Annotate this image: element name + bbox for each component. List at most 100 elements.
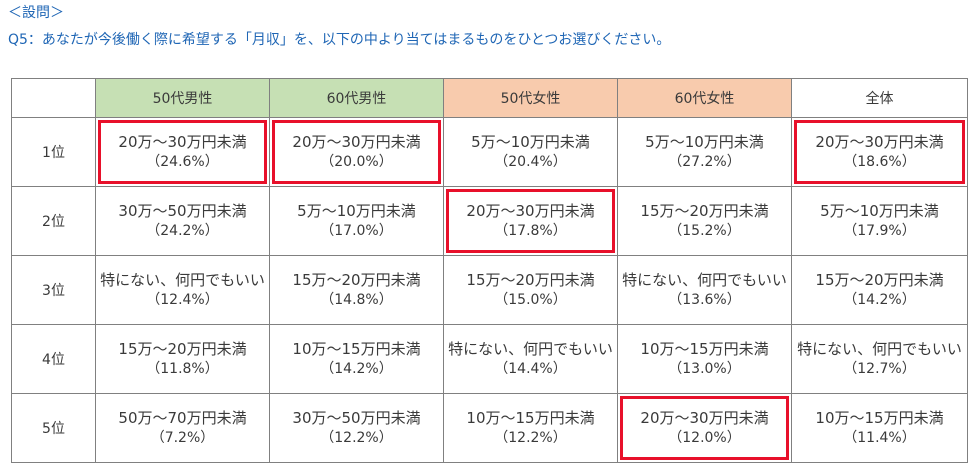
percentage-text: （12.4%）	[146, 292, 219, 308]
table-cell: 20万～30万円未満 （18.6%）	[791, 117, 968, 187]
table-cell: 15万～20万円未満 （15.2%）	[617, 186, 792, 256]
answer-text: 10万～15万円未満	[292, 340, 421, 358]
table-cell: 15万～20万円未満 （11.8%）	[95, 324, 270, 394]
answer-text: 5万～10万円未満	[297, 202, 416, 220]
highlight-box	[272, 120, 441, 184]
cell-content: 20万～30万円未満 （17.8%）	[444, 201, 617, 241]
percentage-text: （11.4%）	[843, 430, 916, 446]
answer-text: 特にない、何円でもいい	[797, 340, 962, 358]
table-cell: 特にない、何円でもいい （12.7%）	[791, 324, 968, 394]
answer-text: 30万～50万円未満	[118, 202, 247, 220]
answer-text: 特にない、何円でもいい	[448, 340, 613, 358]
cell-content: 15万～20万円未満 （15.2%）	[618, 201, 791, 241]
cell-content: 5万～10万円未満 （27.2%）	[618, 132, 791, 172]
rank-label: 3位	[11, 255, 96, 325]
table-cell: 15万～20万円未満 （15.0%）	[443, 255, 618, 325]
table-row: 3位 特にない、何円でもいい （12.4%） 15万～20万円未満 （14.8%） 15万…	[11, 255, 968, 325]
cell-content: 15万～20万円未満 （11.8%）	[96, 339, 269, 379]
cell-content: 15万～20万円未満 （15.0%）	[444, 270, 617, 310]
table-cell: 10万～15万円未満 （11.4%）	[791, 393, 968, 463]
percentage-text: （14.2%）	[320, 361, 393, 377]
table-cell: 30万～50万円未満 （24.2%）	[95, 186, 270, 256]
percentage-text: （15.0%）	[494, 292, 567, 308]
cell-content: 20万～30万円未満 （18.6%）	[792, 132, 967, 172]
answer-text: 15万～20万円未満	[118, 340, 247, 358]
percentage-text: （14.4%）	[494, 361, 567, 377]
section-label: ＜設問＞	[8, 5, 64, 21]
answer-text: 15万～20万円未満	[815, 271, 944, 289]
column-header-overall: 全体	[791, 78, 968, 118]
cell-content: 特にない、何円でもいい （12.7%）	[792, 339, 967, 379]
table-cell: 30万～50万円未満 （12.2%）	[269, 393, 444, 463]
percentage-text: （15.2%）	[668, 223, 741, 239]
answer-text: 15万～20万円未満	[466, 271, 595, 289]
answer-text: 10万～15万円未満	[466, 409, 595, 427]
table-cell: 5万～10万円未満 （20.4%）	[443, 117, 618, 187]
table-cell: 10万～15万円未満 （13.0%）	[617, 324, 792, 394]
table-cell: 20万～30万円未満 （12.0%）	[617, 393, 792, 463]
percentage-text: （24.2%）	[146, 223, 219, 239]
answer-text: 20万～30万円未満	[292, 133, 421, 151]
rank-label: 4位	[11, 324, 96, 394]
percentage-text: （14.8%）	[320, 292, 393, 308]
table-row: 1位 20万～30万円未満 （24.6%） 20万～30万円未満 （20.0%） 5万～1…	[11, 117, 968, 187]
percentage-text: （13.6%）	[668, 292, 741, 308]
percentage-text: （12.0%）	[668, 430, 741, 446]
cell-content: 5万～10万円未満 （17.0%）	[270, 201, 443, 241]
table-row: 2位 30万～50万円未満 （24.2%） 5万～10万円未満 （17.0%） 20万～3…	[11, 186, 968, 256]
table-cell: 20万～30万円未満 （24.6%）	[95, 117, 270, 187]
highlight-box	[620, 396, 789, 460]
percentage-text: （17.0%）	[320, 223, 393, 239]
column-header-50s-male: 50代男性	[95, 78, 270, 118]
table-cell: 特にない、何円でもいい （13.6%）	[617, 255, 792, 325]
percentage-text: （27.2%）	[668, 154, 741, 170]
cell-content: 5万～10万円未満 （20.4%）	[444, 132, 617, 172]
percentage-text: （18.6%）	[843, 154, 916, 170]
answer-text: 10万～15万円未満	[815, 409, 944, 427]
cell-content: 30万～50万円未満 （12.2%）	[270, 408, 443, 448]
cell-content: 10万～15万円未満 （12.2%）	[444, 408, 617, 448]
table-cell: 5万～10万円未満 （17.9%）	[791, 186, 968, 256]
column-header-60s-male: 60代男性	[269, 78, 444, 118]
question-text: Q5：あなたが今後働く際に希望する「月収」を、以下の中より当てはまるものをひとつ…	[8, 32, 671, 48]
percentage-text: （12.7%）	[843, 361, 916, 377]
table-cell: 20万～30万円未満 （17.8%）	[443, 186, 618, 256]
cell-content: 15万～20万円未満 （14.8%）	[270, 270, 443, 310]
rank-label: 5位	[11, 393, 96, 463]
cell-content: 20万～30万円未満 （20.0%）	[270, 132, 443, 172]
percentage-text: （12.2%）	[320, 430, 393, 446]
table-cell: 15万～20万円未満 （14.2%）	[791, 255, 968, 325]
answer-text: 15万～20万円未満	[640, 202, 769, 220]
highlight-box	[446, 189, 615, 253]
table-cell: 20万～30万円未満 （20.0%）	[269, 117, 444, 187]
table-cell: 10万～15万円未満 （14.2%）	[269, 324, 444, 394]
table-header-row: 50代男性 60代男性 50代女性 60代女性 全体	[11, 78, 968, 118]
table-cell: 50万～70万円未満 （7.2%）	[95, 393, 270, 463]
answer-text: 20万～30万円未満	[466, 202, 595, 220]
column-header-60s-female: 60代女性	[617, 78, 792, 118]
table-cell: 10万～15万円未満 （12.2%）	[443, 393, 618, 463]
percentage-text: （12.2%）	[494, 430, 567, 446]
table-cell: 5万～10万円未満 （27.2%）	[617, 117, 792, 187]
answer-text: 50万～70万円未満	[118, 409, 247, 427]
cell-content: 30万～50万円未満 （24.2%）	[96, 201, 269, 241]
answer-text: 20万～30万円未満	[815, 133, 944, 151]
answer-text: 30万～50万円未満	[292, 409, 421, 427]
table-row: 4位 15万～20万円未満 （11.8%） 10万～15万円未満 （14.2%） 特にない…	[11, 324, 968, 394]
cell-content: 50万～70万円未満 （7.2%）	[96, 408, 269, 448]
ranking-table: 50代男性 60代男性 50代女性 60代女性 全体 1位 20万～30万円未満 （…	[11, 78, 968, 463]
cell-content: 20万～30万円未満 （12.0%）	[618, 408, 791, 448]
answer-text: 5万～10万円未満	[471, 133, 590, 151]
cell-content: 15万～20万円未満 （14.2%）	[792, 270, 967, 310]
answer-text: 15万～20万円未満	[292, 271, 421, 289]
table-cell: 15万～20万円未満 （14.8%）	[269, 255, 444, 325]
table-cell: 特にない、何円でもいい （12.4%）	[95, 255, 270, 325]
cell-content: 20万～30万円未満 （24.6%）	[96, 132, 269, 172]
cell-content: 10万～15万円未満 （11.4%）	[792, 408, 967, 448]
percentage-text: （14.2%）	[843, 292, 916, 308]
column-header-50s-female: 50代女性	[443, 78, 618, 118]
cell-content: 10万～15万円未満 （14.2%）	[270, 339, 443, 379]
cell-content: 特にない、何円でもいい （13.6%）	[618, 270, 791, 310]
table-cell: 特にない、何円でもいい （14.4%）	[443, 324, 618, 394]
percentage-text: （20.0%）	[320, 154, 393, 170]
